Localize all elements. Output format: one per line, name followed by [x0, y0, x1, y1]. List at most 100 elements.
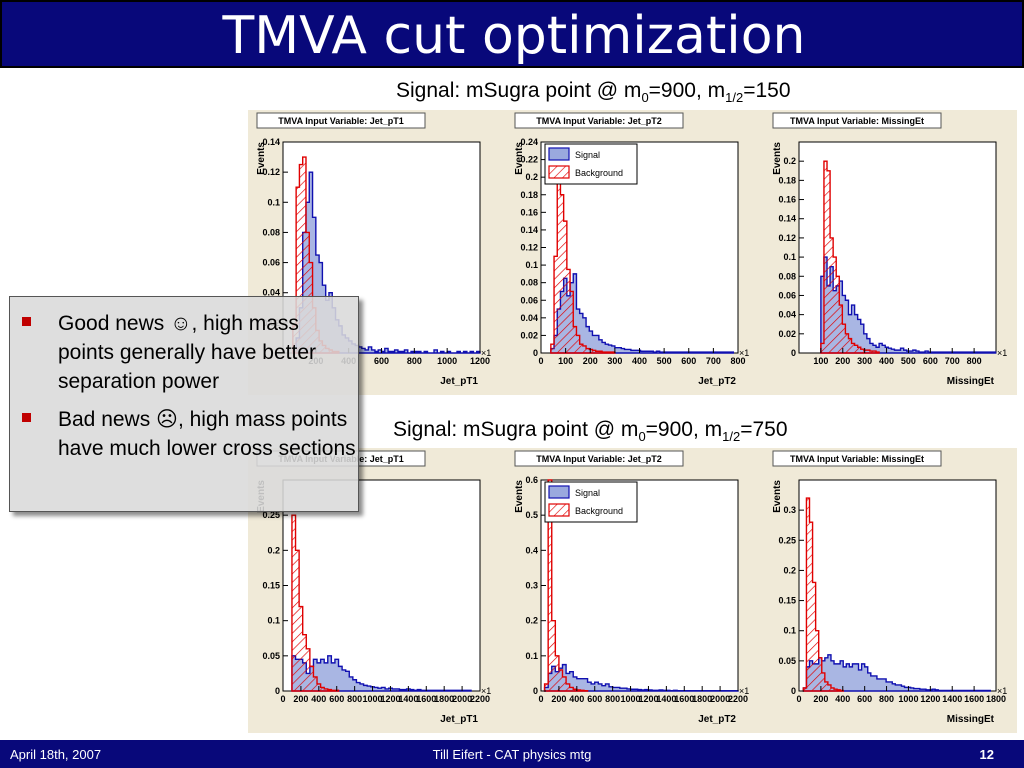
y-tick-label: 0.02	[520, 330, 538, 340]
x-tick-label: 200	[835, 356, 850, 366]
subtitle-top-sub2: 1/2	[725, 90, 744, 106]
y-tick-label: 0.2	[525, 172, 538, 182]
y-tick-label: 0.2	[783, 565, 796, 575]
x-tick-label: 2200	[728, 694, 748, 704]
footer-bar: April 18th, 2007 Till Eifert - CAT physi…	[0, 740, 1024, 768]
x-tick-label: 400	[311, 694, 326, 704]
legend-signal-label: Signal	[575, 488, 600, 498]
y-tick-label: 0.3	[525, 581, 538, 591]
chart-title-box	[256, 112, 426, 129]
x-tick-label: 800	[347, 694, 362, 704]
y-tick-label: 0.22	[520, 155, 538, 165]
y-tick-label: 0.15	[262, 581, 280, 591]
x-tick-label: 1800	[692, 694, 712, 704]
histogram-2: TMVA Input Variable: MissingEt 0 0.02 0.04 0…	[767, 112, 1017, 393]
y-tick-label: 0.05	[262, 651, 280, 661]
x-tick-label: 800	[407, 356, 422, 366]
x-tick-label: 1000	[621, 694, 641, 704]
subtitle-bottom-sub2: 1/2	[722, 429, 741, 445]
x-tick-label: 1400	[398, 694, 418, 704]
chart-title-box	[772, 450, 942, 467]
chart-title-box	[514, 450, 684, 467]
x-tick-label: 200	[551, 694, 566, 704]
x-tick-label: 1200	[380, 694, 400, 704]
subtitle-bottom: Signal: mSugra point @ m0=900, m1/2=750	[393, 418, 788, 444]
legend-background-swatch	[548, 503, 570, 517]
y-tick-label: 0.05	[778, 656, 796, 666]
x-tick-label: 600	[587, 694, 602, 704]
y-tick-label: 0.2	[783, 156, 796, 166]
y-tick-label: 0	[791, 686, 796, 696]
x-axis-label: Jet_pT1	[440, 376, 478, 387]
subtitle-top-mid: =900, m	[648, 79, 726, 102]
x-tick-label: 500	[657, 356, 672, 366]
x-tick-label: 1200	[470, 356, 490, 366]
x-exponent-label: ×1	[739, 686, 749, 696]
background-histogram	[291, 514, 340, 692]
histogram-row-bottom: TMVA Input Variable: Jet_pT100.050.10.15…	[251, 450, 1017, 731]
background-histogram	[820, 160, 880, 354]
y-tick-label: 0.12	[520, 243, 538, 253]
signal-histogram	[291, 655, 472, 692]
page-number: 12	[979, 747, 994, 762]
y-axis-label: Events	[514, 142, 525, 175]
y-tick-label: 0.3	[783, 505, 796, 515]
y-tick-label: 0.1	[267, 197, 280, 207]
x-tick-label: 200	[583, 356, 598, 366]
subtitle-bottom-mid: =900, m	[645, 418, 723, 441]
x-exponent-label: ×1	[481, 686, 491, 696]
x-tick-label: 1000	[363, 694, 383, 704]
x-axis-label: MissingEt	[947, 714, 995, 725]
histogram-1: TMVA Input Variable: Jet_pT2 0 0.02 0.04 0.0…	[509, 112, 763, 393]
signal-histogram	[543, 663, 739, 692]
y-tick-label: 0.18	[520, 190, 538, 200]
x-tick-label: 200	[813, 694, 828, 704]
x-tick-label: 100	[813, 356, 828, 366]
y-tick-label: 0.06	[262, 258, 280, 268]
subtitle-top-sub1: 0	[641, 90, 649, 106]
histogram-panel-top: TMVA Input Variable: Jet_pT1 0.02 0.04 0.06…	[248, 110, 1017, 395]
x-tick-label: 1400	[656, 694, 676, 704]
y-tick-label: 0.6	[525, 475, 538, 485]
y-tick-label: 0.1	[267, 616, 280, 626]
y-tick-label: 0.2	[525, 616, 538, 626]
background-histogram	[802, 497, 844, 692]
y-tick-label: 0.16	[778, 195, 796, 205]
x-tick-label: 600	[374, 356, 389, 366]
y-tick-label: 0.06	[520, 295, 538, 305]
x-tick-label: 600	[329, 694, 344, 704]
y-tick-label: 0.18	[778, 175, 796, 185]
y-tick-label: 0.2	[267, 545, 280, 555]
y-tick-label: 0.04	[520, 313, 538, 323]
y-tick-label: 0.24	[520, 137, 538, 147]
x-tick-label: 2000	[710, 694, 730, 704]
footer-center: Till Eifert - CAT physics mtg	[432, 747, 592, 762]
x-tick-label: 1000	[437, 356, 457, 366]
x-axis-label: Jet_pT2	[698, 376, 736, 387]
x-tick-label: 0	[538, 694, 543, 704]
chart-title-box	[772, 112, 942, 129]
x-exponent-label: ×1	[739, 348, 749, 358]
y-tick-label: 0.1	[525, 260, 538, 270]
y-tick-label: 0.4	[525, 545, 538, 555]
y-tick-label: 0.08	[520, 278, 538, 288]
x-axis-label: Jet_pT2	[698, 714, 736, 725]
chart-title-box	[514, 112, 684, 129]
x-tick-label: 600	[857, 694, 872, 704]
legend-signal-label: Signal	[575, 150, 600, 160]
x-tick-label: 800	[605, 694, 620, 704]
x-tick-label: 0	[796, 694, 801, 704]
y-tick-label: 0.04	[262, 288, 280, 298]
x-tick-label: 400	[569, 694, 584, 704]
x-tick-label: 1600	[964, 694, 984, 704]
bullet-box: Good news ☺, high mass points generally …	[9, 296, 359, 512]
y-tick-label: 0.12	[778, 233, 796, 243]
plot-area	[282, 479, 481, 692]
subtitle-bottom-tail: =750	[740, 418, 788, 441]
legend-background-label: Background	[575, 506, 623, 516]
histogram-row-top: TMVA Input Variable: Jet_pT1 0.02 0.04 0.06…	[251, 112, 1017, 393]
y-tick-label: 0.14	[520, 225, 538, 235]
y-tick-label: 0.1	[525, 651, 538, 661]
x-tick-label: 1600	[674, 694, 694, 704]
bullet-square-icon	[22, 413, 31, 422]
